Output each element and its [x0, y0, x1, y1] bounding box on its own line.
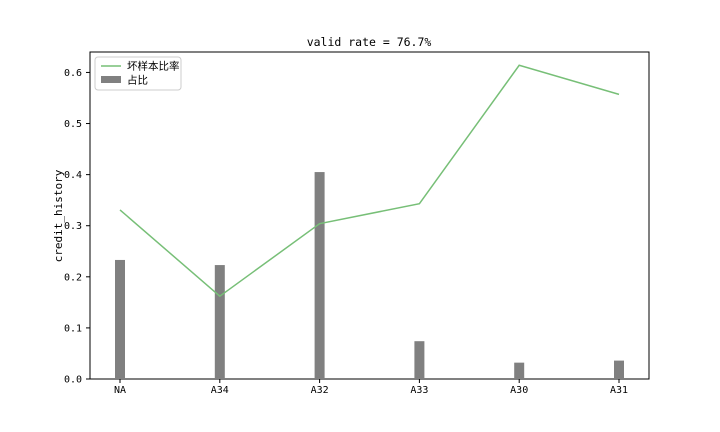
- y-axis-label: credit_history: [52, 169, 65, 262]
- x-axis: NA A34 A32 A33 A30 A31: [114, 379, 628, 396]
- y-tick-label: 0.0: [64, 375, 82, 386]
- y-tick-label: 0.5: [64, 119, 82, 130]
- line-path: [119, 64, 620, 298]
- legend-bar-swatch: [101, 76, 121, 83]
- bar: [115, 259, 125, 379]
- plot-area: [89, 51, 650, 380]
- bar: [414, 341, 425, 379]
- x-tick-label: A31: [610, 385, 628, 396]
- x-tick-label: A33: [410, 385, 428, 396]
- x-tick-label: NA: [114, 385, 126, 396]
- line-series: [119, 64, 620, 298]
- bar: [514, 362, 525, 379]
- y-tick-label: 0.4: [64, 170, 82, 181]
- y-tick-label: 0.2: [64, 272, 82, 283]
- legend-bar-label: 占比: [127, 74, 148, 87]
- y-tick-label: 0.3: [64, 221, 82, 232]
- bar: [214, 265, 225, 379]
- x-tick-label: A32: [311, 385, 329, 396]
- y-tick-label: 0.1: [64, 323, 82, 334]
- x-tick-label: A30: [510, 385, 528, 396]
- legend-line-label: 坏样本比率: [127, 60, 180, 73]
- bar: [614, 360, 624, 379]
- x-tick-label: A34: [211, 385, 229, 396]
- y-tick-label: 0.6: [64, 68, 82, 79]
- bar: [314, 172, 325, 379]
- chart-title: valid rate = 76.7%: [307, 35, 432, 49]
- y-axis: 0.0 0.1 0.2 0.3 0.4 0.5 0.6: [64, 68, 90, 386]
- bar-series: [115, 172, 624, 379]
